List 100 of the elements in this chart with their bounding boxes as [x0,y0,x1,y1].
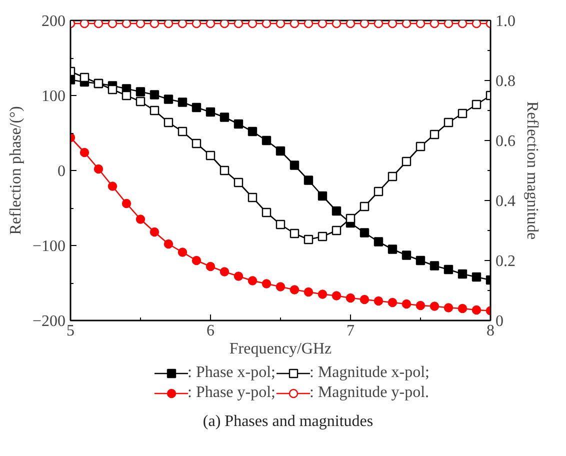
x-tick-label: 5 [66,322,74,340]
point [360,20,370,28]
point [472,100,482,110]
point [164,239,174,249]
point [388,172,398,182]
point [248,20,258,28]
point [402,156,412,166]
point [178,20,188,28]
point [276,20,286,28]
y-axis-title: Reflection phase/(°) [7,106,24,235]
point [332,206,342,216]
point [374,20,384,28]
point [150,20,160,28]
point [332,20,342,28]
point [206,262,216,272]
point [108,182,118,191]
point [346,293,356,303]
point [164,94,174,104]
point [276,282,286,292]
point [206,20,216,28]
x-tick-label: 8 [486,322,494,340]
y-tick-label: −100 [32,238,66,255]
point [192,138,202,148]
point [150,106,160,116]
point [248,192,258,202]
point [332,291,342,300]
point [318,290,328,299]
point [332,226,342,236]
point [290,228,300,238]
y2-tick-label: 0.2 [496,253,516,270]
point [416,20,426,28]
point [122,20,132,28]
point [402,20,412,28]
point [318,232,328,242]
point [416,300,426,310]
y2-tick-label: 0.8 [496,73,516,90]
point [94,164,104,174]
point [234,20,244,28]
point [444,303,454,312]
y-tick-label: 0 [58,163,66,180]
point [178,98,188,107]
point [374,237,384,246]
point [430,261,440,270]
point [192,256,202,266]
point [206,150,216,160]
text: (a) Phases and magnitudes [202,412,374,432]
point [472,305,482,315]
point [290,160,300,170]
point [164,20,174,28]
legend-label: : Magnitude y-pol. [310,383,430,403]
point [388,298,398,308]
point [290,20,300,28]
point [472,272,482,282]
point [136,87,146,96]
point [150,227,160,237]
point [262,20,272,28]
point [80,72,90,82]
point [136,214,146,224]
point [318,191,328,201]
point [430,130,440,140]
point [304,20,314,28]
point [220,267,230,276]
legend-label: : Magnitude x-pol; [310,363,430,383]
point [80,20,90,28]
point [360,228,370,238]
point [458,108,468,118]
y2-tick-label: 1.0 [496,13,516,30]
point [108,20,118,28]
point [472,20,482,28]
y-tick-label: −200 [32,313,66,330]
point [248,276,258,286]
point [444,20,454,28]
point [234,272,244,281]
y-tick-label: 100 [42,88,66,105]
point [122,90,132,100]
point [220,112,230,122]
point [164,118,174,128]
point [150,90,160,100]
x-axis-title: Frequency/GHz [229,340,332,358]
point [290,285,300,294]
point [388,244,398,254]
point [136,20,146,28]
point [206,107,216,117]
legend-label: : Phase x-pol; [188,363,276,383]
point [136,96,146,106]
point [444,118,454,128]
point [430,20,440,28]
point [276,146,286,156]
point [262,279,272,288]
point [262,136,272,146]
point [304,287,314,297]
point [318,20,328,28]
point [388,20,398,28]
point [416,256,426,266]
point [360,202,370,212]
y2-axis-title: Reflection magnitude [524,101,540,240]
point [108,84,118,94]
point [178,248,188,257]
point [192,102,202,112]
point [346,214,356,224]
